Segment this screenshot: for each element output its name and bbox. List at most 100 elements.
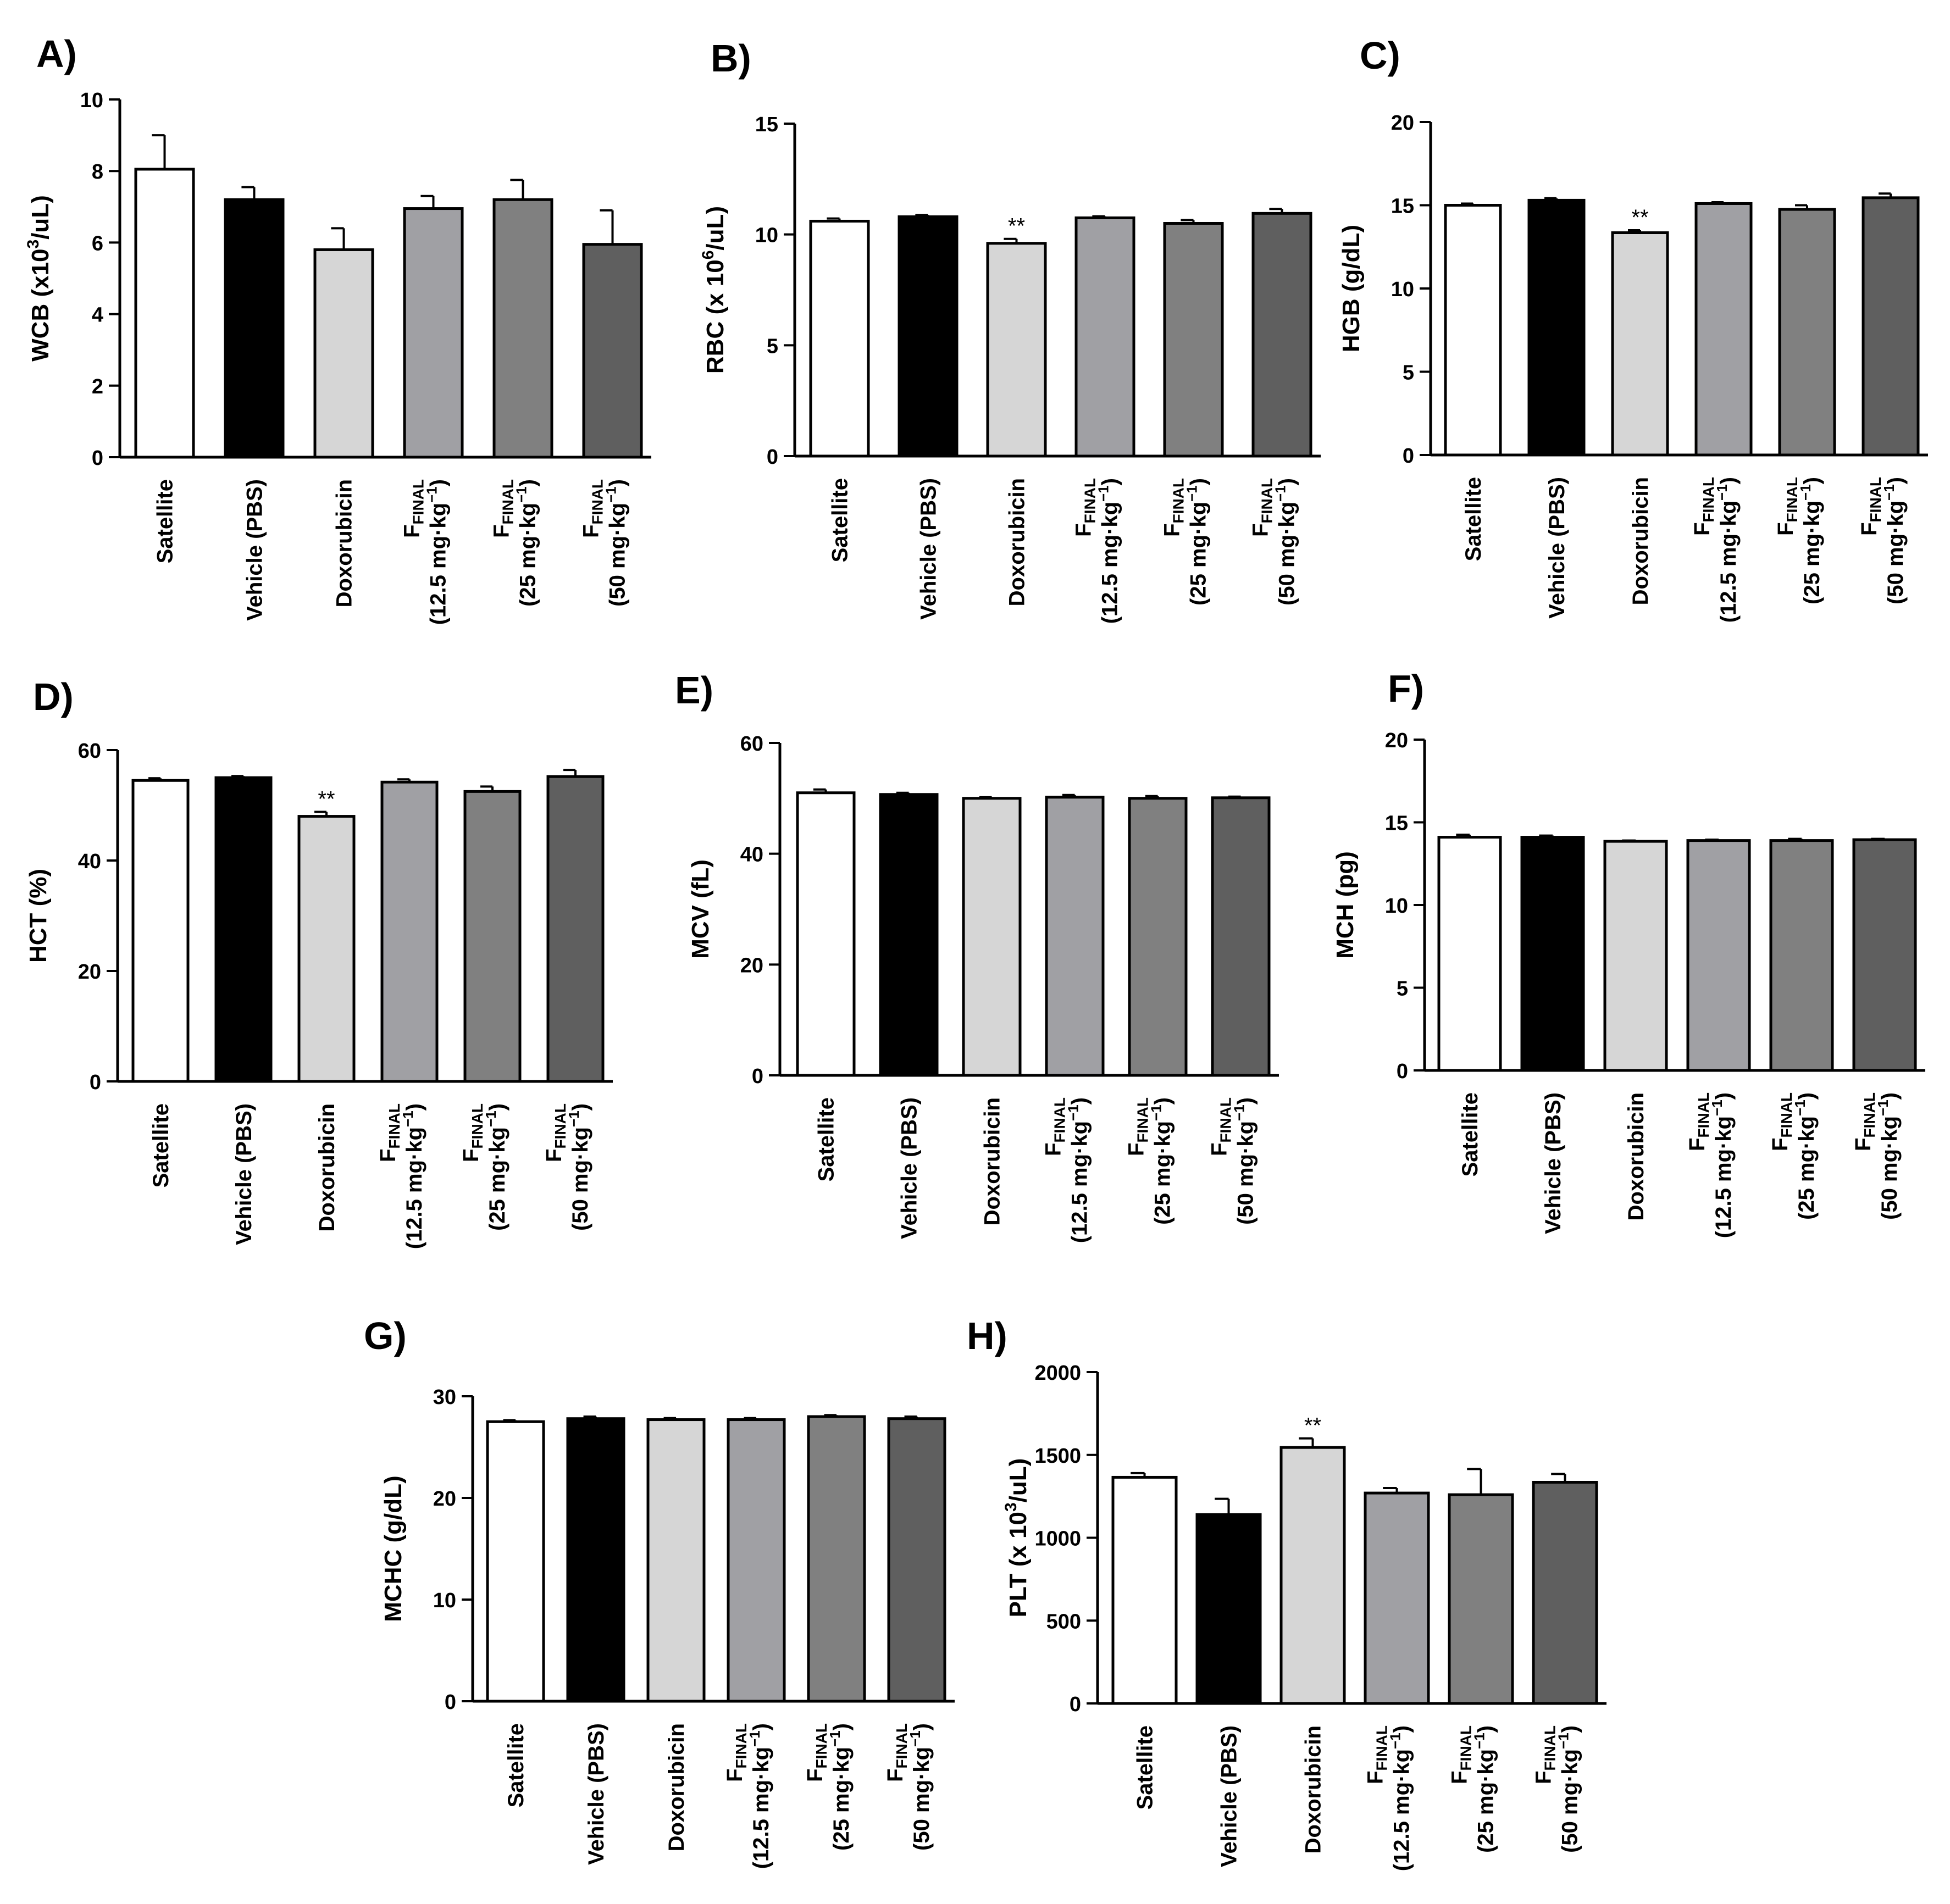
svg-text:FFINAL: FFINAL [1207,1097,1234,1156]
x-tick-label: Doxorubicin [333,479,357,607]
y-tick-label: 20 [1385,729,1408,752]
svg-text:Satellite: Satellite [504,1723,528,1807]
y-tick-label: 500 [1046,1610,1081,1633]
bar [546,775,605,1083]
significance-marker: ** [1304,1414,1321,1438]
x-tick-label: Doxorubicin [1005,478,1029,606]
y-tick-label: 2 [92,375,103,398]
y-tick-label: 0 [1397,1060,1408,1083]
y-tick-label: 0 [752,1065,763,1088]
bar [809,219,870,458]
bar [727,1418,786,1703]
svg-text:FFINAL: FFINAL [1249,478,1276,537]
bar [1611,231,1669,457]
bar [807,1415,866,1703]
x-tick-label: Vehicle (PBS) [1217,1725,1242,1867]
bar [1862,196,1920,457]
bar [566,1417,625,1703]
x-tick-label: Satellite [149,1103,173,1187]
x-tick-label: Satellite [153,479,178,563]
y-tick-label: 15 [755,113,778,136]
bar [1769,839,1834,1072]
panel-label: D) [33,675,74,718]
bar [986,242,1047,458]
svg-text:FFINAL: FFINAL [1364,1725,1391,1784]
panel-label: F) [1388,667,1424,710]
x-tick-label: Satellite [504,1723,528,1807]
svg-text:Vehicle (PBS): Vehicle (PBS) [898,1097,922,1239]
bar [1364,1491,1430,1705]
svg-text:Vehicle (PBS): Vehicle (PBS) [232,1103,256,1245]
svg-text:FFINAL: FFINAL [883,1723,910,1782]
y-axis-label: WCB (x103/uL) [24,195,54,362]
panel-label: A) [36,32,77,75]
svg-text:FFINAL: FFINAL [1851,1092,1878,1151]
x-tick-label: FFINAL(12.5 mg·kg−1) [1690,477,1741,623]
bar [134,168,195,459]
x-tick-label: FFINAL(12.5 mg·kg−1) [1042,1097,1092,1243]
y-axis-label: HCT (%) [25,869,52,963]
x-tick-label: FFINAL(25 mg·kg−1) [1124,1097,1175,1225]
bar [887,1417,946,1703]
svg-text:FFINAL: FFINAL [542,1103,569,1162]
panel-label: H) [967,1314,1007,1357]
svg-text:FFINAL: FFINAL [1532,1725,1559,1784]
x-tick-label: Doxorubicin [315,1103,339,1231]
svg-text:Satellite: Satellite [828,478,852,562]
x-tick-label: Doxorubicin [664,1723,689,1851]
svg-text:FFINAL: FFINAL [1448,1725,1475,1784]
x-tick-label: FFINAL(25 mg·kg−1) [1448,1725,1498,1853]
bar [131,779,190,1083]
svg-text:(12.5 mg·kg−1): (12.5 mg·kg−1) [1387,1725,1414,1871]
bar [224,198,285,459]
x-tick-label: FFINAL(12.5 mg·kg−1) [376,1103,426,1249]
y-tick-label: 15 [1391,195,1414,218]
bar [313,248,374,459]
bar [1694,202,1753,457]
y-tick-label: 30 [433,1386,456,1409]
significance-marker: ** [1631,206,1648,230]
bar [1045,796,1105,1077]
bar [1128,797,1188,1077]
panel-f: F) 0 5 10 15 20 MCH (pg) Satellite Vehicle (PBS)… [1332,667,1925,1238]
significance-marker: ** [1008,214,1025,238]
bar [646,1418,706,1703]
svg-text:(50 mg·kg−1): (50 mg·kg−1) [1875,1092,1902,1220]
x-tick-label: Vehicle (PBS) [243,479,267,621]
bar [1074,216,1135,458]
svg-text:Vehicle (PBS): Vehicle (PBS) [1541,1092,1565,1234]
svg-text:(50 mg·kg−1): (50 mg·kg−1) [907,1723,934,1851]
y-tick-label: 1500 [1034,1445,1081,1468]
bar [1279,1446,1346,1705]
bar [1527,198,1586,457]
bar [962,797,1022,1077]
x-tick-label: Vehicle (PBS) [584,1723,608,1865]
svg-text:FFINAL: FFINAL [579,479,606,538]
x-tick-label: FFINAL(12.5 mg·kg−1) [723,1723,773,1869]
svg-text:(25 mg·kg−1): (25 mg·kg−1) [1184,478,1211,606]
x-tick-label: FFINAL(25 mg·kg−1) [1768,1092,1819,1220]
x-tick-label: Doxorubicin [1624,1092,1648,1220]
x-tick-label: Vehicle (PBS) [232,1103,256,1245]
panel-c: C) 0 5 10 15 20 HGB (g/dL) Satellite Vehicle (PB… [1338,34,1928,623]
x-tick-label: FFINAL(50 mg·kg−1) [542,1103,592,1231]
panel-d: D) 0 20 40 60 HCT (%) Satellite Vehicle (PBS) **… [25,675,613,1249]
bar [1532,1480,1598,1705]
y-tick-label: 60 [78,740,101,763]
y-tick-label: 1000 [1034,1528,1081,1551]
x-tick-label: Vehicle (PBS) [898,1097,922,1239]
bar [1211,796,1271,1077]
y-tick-label: 20 [433,1487,456,1511]
x-tick-label: FFINAL(50 mg·kg−1) [1249,478,1299,606]
x-tick-label: Satellite [828,478,852,562]
bar [486,1420,545,1703]
svg-text:Vehicle (PBS): Vehicle (PBS) [1217,1725,1242,1867]
y-tick-label: 10 [433,1589,456,1612]
svg-text:(12.5 mg·kg−1): (12.5 mg·kg−1) [400,1103,426,1249]
bar [1251,212,1312,458]
svg-text:(12.5 mg·kg−1): (12.5 mg·kg−1) [424,479,451,625]
y-tick-label: 40 [740,843,763,867]
y-tick-label: 2000 [1034,1362,1081,1385]
x-tick-label: FFINAL(12.5 mg·kg−1) [1685,1092,1736,1238]
svg-text:(25 mg·kg−1): (25 mg·kg−1) [1471,1725,1498,1853]
